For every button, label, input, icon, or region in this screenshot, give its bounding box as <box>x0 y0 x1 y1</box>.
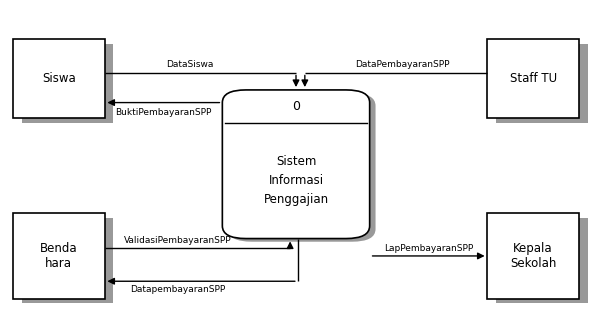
Text: Kepala
Sekolah: Kepala Sekolah <box>510 242 556 270</box>
Text: Sistem
Informasi
Penggajian: Sistem Informasi Penggajian <box>263 155 329 206</box>
FancyBboxPatch shape <box>229 93 375 242</box>
FancyBboxPatch shape <box>22 218 113 303</box>
Text: BuktiPembayaranSPP: BuktiPembayaranSPP <box>115 108 211 117</box>
FancyBboxPatch shape <box>496 218 588 303</box>
Text: DatapembayaranSPP: DatapembayaranSPP <box>130 285 226 294</box>
Text: DataSiswa: DataSiswa <box>166 60 214 69</box>
FancyBboxPatch shape <box>13 213 105 299</box>
Text: 0: 0 <box>292 100 300 113</box>
FancyBboxPatch shape <box>13 39 105 118</box>
Text: Staff TU: Staff TU <box>510 72 556 85</box>
Text: LapPembayaranSPP: LapPembayaranSPP <box>384 243 473 253</box>
Text: Siswa: Siswa <box>42 72 76 85</box>
FancyBboxPatch shape <box>487 213 579 299</box>
Text: ValidasiPembayaranSPP: ValidasiPembayaranSPP <box>124 236 232 245</box>
FancyBboxPatch shape <box>223 90 369 239</box>
FancyBboxPatch shape <box>496 44 588 123</box>
Text: Benda
hara: Benda hara <box>40 242 78 270</box>
FancyBboxPatch shape <box>22 44 113 123</box>
FancyBboxPatch shape <box>487 39 579 118</box>
Text: DataPembayaranSPP: DataPembayaranSPP <box>355 60 449 69</box>
